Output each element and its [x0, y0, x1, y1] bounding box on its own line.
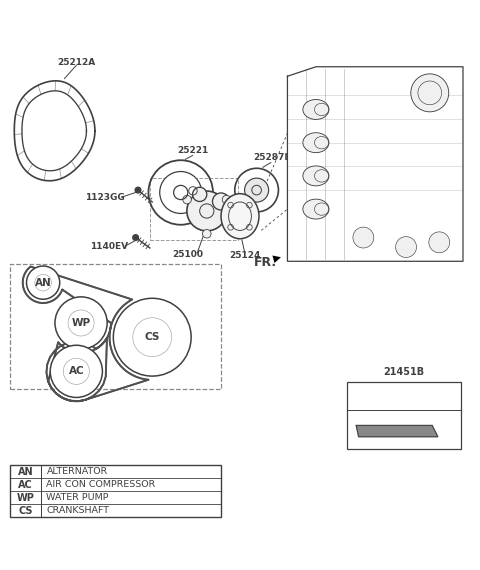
Text: CRANKSHAFT: CRANKSHAFT	[47, 507, 109, 515]
Text: AN: AN	[17, 467, 33, 477]
Circle shape	[396, 237, 417, 258]
Ellipse shape	[303, 199, 329, 219]
Circle shape	[133, 235, 138, 241]
Text: ALTERNATOR: ALTERNATOR	[47, 467, 108, 477]
Ellipse shape	[303, 100, 329, 120]
Circle shape	[429, 232, 450, 253]
Circle shape	[411, 74, 449, 112]
Text: 25100: 25100	[172, 250, 204, 259]
Text: CS: CS	[18, 506, 33, 516]
Text: 25221: 25221	[177, 145, 208, 154]
Circle shape	[203, 230, 211, 238]
Circle shape	[222, 196, 231, 204]
Text: AC: AC	[18, 480, 33, 490]
Text: AC: AC	[69, 367, 84, 376]
Polygon shape	[356, 425, 438, 437]
Ellipse shape	[303, 166, 329, 186]
Text: 25287I: 25287I	[253, 153, 288, 162]
Text: CS: CS	[144, 332, 160, 342]
Circle shape	[213, 193, 229, 210]
Circle shape	[55, 297, 107, 349]
Circle shape	[113, 298, 191, 376]
Text: WP: WP	[16, 493, 34, 503]
Text: 25124: 25124	[229, 251, 261, 260]
Text: 21451B: 21451B	[383, 367, 424, 377]
Text: AN: AN	[35, 278, 51, 288]
Bar	[10, 465, 221, 518]
Bar	[347, 382, 461, 449]
Circle shape	[245, 178, 269, 202]
Ellipse shape	[303, 133, 329, 153]
Circle shape	[160, 172, 202, 213]
Circle shape	[353, 227, 374, 248]
Text: 25212A: 25212A	[57, 58, 96, 67]
Text: FR.: FR.	[254, 256, 277, 268]
Ellipse shape	[221, 194, 259, 239]
Circle shape	[183, 196, 192, 204]
Circle shape	[135, 188, 141, 193]
Text: 1140EV: 1140EV	[90, 242, 129, 251]
Circle shape	[192, 188, 207, 202]
Text: AIR CON COMPRESSOR: AIR CON COMPRESSOR	[47, 481, 156, 490]
Circle shape	[26, 266, 60, 299]
Circle shape	[187, 191, 227, 231]
Text: 1123GG: 1123GG	[85, 193, 125, 202]
Text: WATER PUMP: WATER PUMP	[47, 494, 109, 502]
Circle shape	[50, 345, 102, 397]
Text: WP: WP	[72, 318, 91, 328]
